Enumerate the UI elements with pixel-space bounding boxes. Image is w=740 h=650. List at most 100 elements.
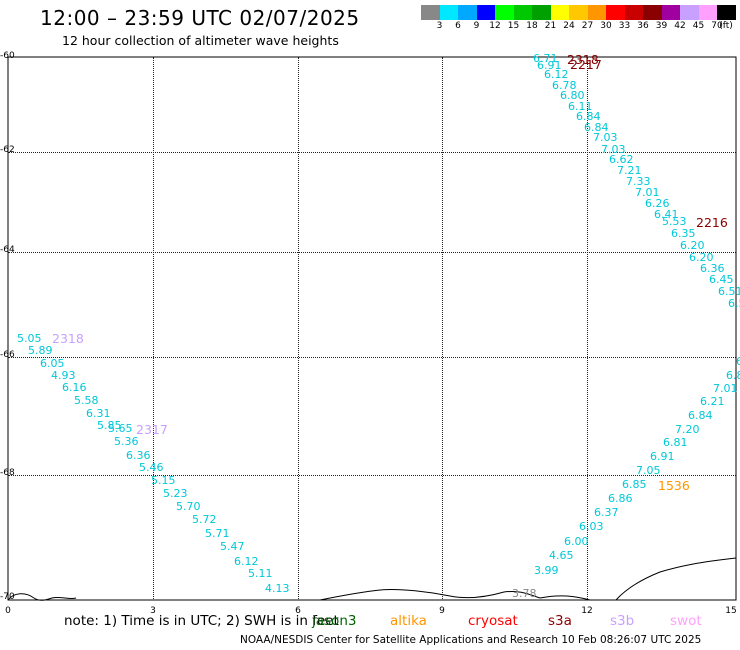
wave-height-value: 7.03 (601, 143, 626, 156)
wave-height-value: 6.03 (579, 520, 604, 533)
legend-swatch (476, 5, 495, 20)
wave-height-value: 5.72 (192, 513, 217, 526)
legend-swatch (458, 5, 477, 20)
legend-label: 21 (544, 21, 557, 31)
x-label-6: 6 (295, 606, 301, 616)
wave-height-value: 5.23 (163, 487, 188, 500)
wave-height-value: 6.71 (533, 52, 558, 65)
wave-height-value: 6.78 (552, 79, 577, 92)
grid-line-v (298, 57, 299, 599)
wave-height-value: 6.26 (645, 197, 670, 210)
legend-label: 24 (563, 21, 575, 31)
legend-label: 6 (455, 21, 461, 31)
pass-label-2216: 2216 (696, 215, 728, 230)
wave-height-value: 5.65 (108, 422, 133, 435)
wave-height-value: 6.35 (671, 227, 696, 240)
x-label-9: 9 (439, 606, 445, 616)
legend-swatch (550, 5, 569, 20)
grid-line-v (442, 57, 443, 599)
mission-altika: altika (390, 613, 427, 629)
wave-height-value: 6.41 (654, 208, 679, 221)
y-label-lat-68: -68 (0, 468, 15, 478)
wave-height-value: 7.05 (636, 464, 661, 477)
pass-label-2217: 2217 (570, 57, 602, 72)
wave-height-value: 5.89 (28, 344, 53, 357)
mission-cryosat: cryosat (468, 613, 518, 629)
wave-height-value: 6.84 (576, 110, 601, 123)
y-label-lat-70: -70 (0, 592, 15, 602)
legend-swatch (513, 5, 532, 20)
wave-height-value: 5.58 (74, 394, 99, 407)
mission-s3b: s3b (610, 613, 635, 629)
wave-height-value: 6.85 (622, 478, 647, 491)
wave-height-value: 6.45 (709, 273, 734, 286)
wave-height-value: 5.36 (114, 435, 139, 448)
legend-label: 9 (473, 21, 480, 31)
wave-height-value: 6.5 (728, 297, 740, 310)
legend-swatch (532, 5, 551, 20)
y-label-lat-62: -62 (0, 145, 15, 155)
grid-line-h (8, 152, 736, 153)
legend-label: 18 (526, 21, 538, 31)
grid-line-h (8, 475, 736, 476)
wave-height-value: 6.36 (126, 449, 151, 462)
legend-label: 27 (581, 21, 594, 31)
y-label-lat-64: -64 (0, 245, 15, 255)
legend-label: 70 (711, 21, 723, 31)
map-subtitle: 12 hour collection of altimeter wave hei… (62, 33, 339, 48)
mission-swot: swot (670, 613, 702, 629)
grid-line-v (153, 57, 154, 599)
y-label-lat-66: -66 (0, 350, 15, 360)
wave-height-value: 6.37 (594, 506, 619, 519)
wave-height-value: 6.51 (718, 285, 740, 298)
wave-height-value: 7.01 (635, 186, 660, 199)
legend-swatch (495, 5, 514, 20)
mission-jason3: jason3 (312, 613, 357, 629)
wave-height-value: 6.84 (688, 409, 713, 422)
legend-label: (ft) (719, 21, 733, 31)
wave-height-value: 6.12 (234, 555, 259, 568)
map-title: 12:00 – 23:59 UTC 02/07/2025 (40, 6, 360, 30)
wave-height-value: 5.85 (97, 419, 122, 432)
legend-label: 3 (436, 21, 443, 31)
wave-height-value: 6.81 (663, 436, 688, 449)
y-label-lat-60: -60 (0, 51, 15, 61)
wave-height-value: 6.20 (689, 251, 714, 264)
wave-height-value: 6.21 (700, 395, 725, 408)
wave-height-value: 6.16 (62, 381, 87, 394)
wave-height-value: 6.91 (650, 450, 675, 463)
x-label-15: 15 (725, 606, 737, 616)
pass-label-2317: 2317 (136, 422, 168, 437)
wave-height-value: 5.47 (220, 540, 245, 553)
wave-height-value: 7.33 (626, 175, 651, 188)
legend-label: 15 (507, 21, 520, 31)
legend-label: 36 (637, 21, 649, 31)
wave-height-value: 5.53 (662, 215, 687, 228)
credit-line: NOAA/NESDIS Center for Satellite Applica… (240, 634, 702, 646)
wave-height-value: 3.99 (534, 564, 559, 577)
legend-swatch (439, 5, 458, 20)
x-label-3: 3 (150, 606, 156, 616)
legend-label: 42 (674, 21, 686, 31)
legend-swatch (717, 5, 736, 20)
wave-height-value: 4.65 (549, 549, 574, 562)
wave-height-value: 6.84 (584, 121, 609, 134)
wave-height-color-legend (421, 5, 736, 20)
legend-label: 45 (692, 21, 705, 31)
legend-swatch (661, 5, 680, 20)
wave-height-value: 5.15 (151, 474, 176, 487)
pass-label-2318: 2318 (567, 52, 599, 67)
wave-height-value: 6.91 (537, 59, 562, 72)
mission-s3a: s3a (548, 613, 572, 629)
wave-height-value: 7.20 (675, 423, 700, 436)
legend-label: 33 (618, 21, 631, 31)
pass-label-2318-left: 2318 (52, 331, 84, 346)
wave-height-value: 5.71 (205, 527, 230, 540)
legend-label: 30 (600, 21, 612, 31)
wave-height-value: 6.00 (564, 535, 589, 548)
wave-height-value: 6.12 (544, 68, 569, 81)
legend-swatch (624, 5, 643, 20)
legend-swatch (587, 5, 606, 20)
footer-note: note: 1) Time is in UTC; 2) SWH is in fe… (64, 613, 339, 629)
